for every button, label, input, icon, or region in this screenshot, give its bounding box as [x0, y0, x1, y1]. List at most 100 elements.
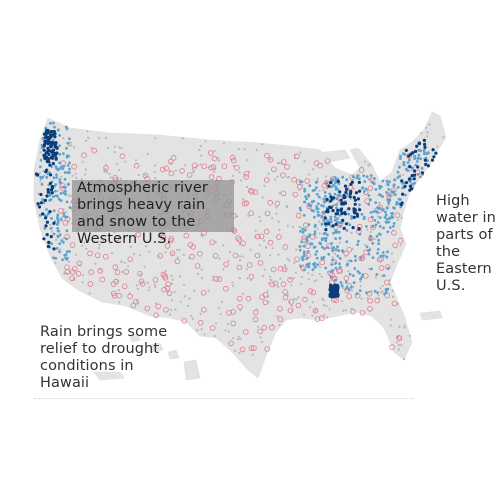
gauge-normal — [245, 185, 249, 189]
gauge-normal — [86, 130, 89, 133]
gauge-above-normal — [68, 206, 72, 209]
gauge-high-water — [412, 173, 417, 177]
gauge-high-water — [42, 237, 46, 241]
gauge-normal — [333, 252, 337, 255]
gauge-normal — [239, 179, 242, 182]
gauge-normal — [246, 277, 249, 280]
gauge-normal — [326, 187, 329, 190]
gauge-normal — [222, 268, 225, 271]
gauge-normal — [377, 294, 380, 297]
gauge-normal — [379, 291, 382, 294]
gauge-normal — [263, 184, 266, 187]
gauge-below-normal — [169, 250, 176, 257]
gauge-above-normal — [363, 190, 366, 193]
gauge-above-normal — [314, 181, 318, 184]
gauge-normal — [331, 256, 334, 259]
gauge-below-normal — [312, 307, 319, 314]
gauge-normal — [212, 275, 215, 278]
gauge-normal — [181, 137, 184, 140]
gauge-normal — [178, 248, 181, 251]
gauge-above-normal — [378, 225, 382, 228]
gauge-normal — [315, 279, 318, 282]
gauge-normal — [222, 142, 225, 145]
gauge-high-water — [331, 287, 335, 291]
gauge-above-normal — [396, 170, 400, 174]
gauge-normal — [148, 286, 151, 289]
gauge-above-normal — [305, 257, 309, 260]
gauge-below-normal — [313, 160, 320, 166]
gauge-normal — [154, 164, 157, 167]
gauge-below-normal — [208, 165, 214, 171]
gauge-normal — [307, 272, 310, 275]
gauge-below-normal — [301, 234, 308, 241]
gauge-above-normal — [334, 248, 338, 252]
gauge-high-water — [54, 156, 58, 160]
gauge-above-normal — [392, 225, 395, 228]
gauge-normal — [286, 257, 289, 260]
gauge-below-normal — [88, 269, 94, 276]
gauge-above-normal — [382, 226, 385, 230]
gauge-above-normal — [65, 250, 69, 254]
gauge-normal — [364, 160, 367, 163]
gauge-high-water — [357, 189, 362, 193]
gauge-normal — [169, 308, 173, 311]
gauge-normal — [219, 313, 222, 316]
gauge-normal — [81, 160, 84, 163]
gauge-above-normal — [55, 173, 58, 177]
gauge-above-normal — [390, 212, 393, 215]
gauge-above-normal — [404, 193, 407, 197]
gauge-high-water — [52, 221, 56, 225]
gauge-below-normal — [374, 297, 381, 304]
gauge-above-normal — [399, 154, 402, 158]
gauge-above-normal — [322, 219, 326, 223]
gauge-below-normal — [294, 153, 300, 160]
gauge-above-normal — [348, 272, 352, 276]
gauge-below-normal — [71, 163, 77, 170]
gauge-high-water — [403, 184, 407, 188]
gauge-above-normal — [388, 198, 392, 202]
gauge-below-normal — [269, 324, 275, 331]
gauge-above-normal — [65, 146, 68, 150]
gauge-above-normal — [384, 213, 388, 217]
gauge-below-normal — [135, 231, 142, 238]
gauge-normal — [352, 285, 355, 288]
gauge-below-normal — [270, 266, 277, 273]
gauge-normal — [321, 297, 324, 300]
gauge-above-normal — [388, 194, 391, 197]
gauge-normal — [174, 169, 177, 172]
gauge-normal — [275, 212, 278, 215]
gauge-normal — [94, 262, 97, 265]
gauge-normal — [286, 224, 290, 227]
gauge-high-water — [329, 181, 333, 185]
gauge-above-normal — [364, 187, 368, 191]
gauge-below-normal — [280, 172, 286, 179]
gauge-normal — [292, 277, 295, 280]
gauge-above-normal — [65, 154, 69, 158]
gauge-above-normal — [331, 258, 335, 262]
gauge-high-water — [45, 168, 49, 172]
gauge-normal — [118, 146, 121, 149]
gauge-high-water — [328, 205, 332, 209]
gauge-above-normal — [68, 250, 71, 253]
gauge-normal — [352, 187, 356, 190]
gauge-normal — [238, 277, 241, 280]
gauge-normal — [313, 280, 316, 283]
gauge-below-normal — [300, 265, 307, 272]
gauge-above-normal — [386, 230, 390, 234]
gauge-above-normal — [334, 185, 338, 189]
gauge-normal — [374, 276, 377, 279]
gauge-below-normal — [207, 150, 214, 156]
gauge-above-normal — [372, 210, 376, 214]
gauge-above-normal — [334, 261, 337, 265]
gauge-below-normal — [406, 153, 412, 160]
gauge-normal — [322, 304, 326, 307]
gauge-normal — [108, 172, 111, 175]
gauge-above-normal — [395, 202, 398, 206]
gauge-above-normal — [374, 201, 378, 205]
gauge-below-normal — [359, 309, 366, 316]
gauge-high-water — [348, 195, 352, 199]
gauge-above-normal — [347, 288, 351, 292]
gauge-high-water — [434, 151, 438, 155]
gauge-below-normal — [191, 162, 198, 169]
